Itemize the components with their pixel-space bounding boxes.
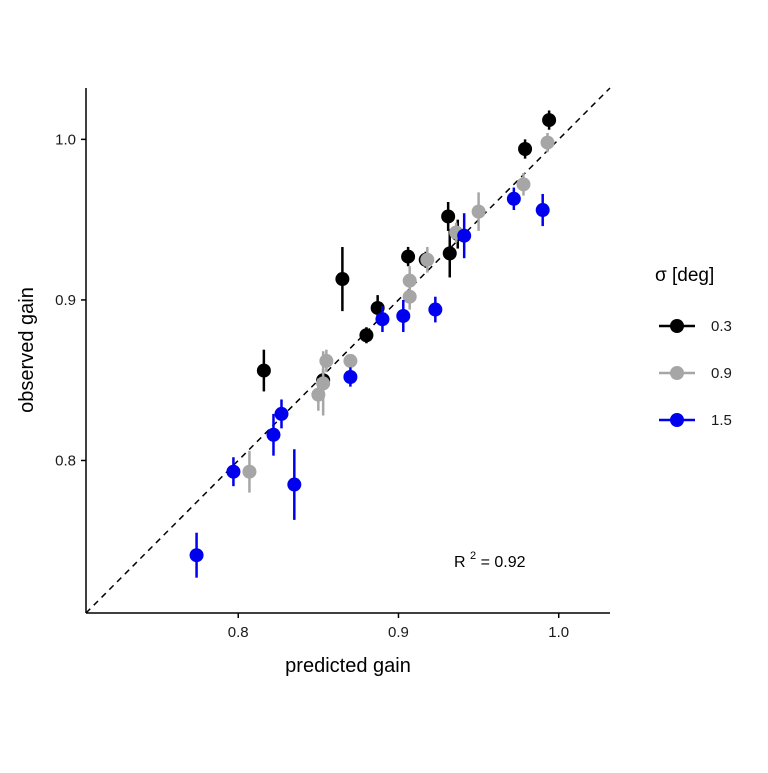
r-squared-annotation: R 2 = 0.92	[454, 546, 526, 571]
y-tick-label: 0.8	[55, 452, 76, 469]
x-tick-label: 1.0	[548, 624, 569, 641]
data-point	[402, 289, 417, 304]
legend: σ [deg] 0.3 0.9 1.5	[655, 265, 732, 429]
data-point	[256, 363, 271, 378]
ticks: 0.8 0.9 1.0 0.8 0.9 1.0	[55, 131, 569, 641]
x-tick-label: 0.9	[388, 624, 409, 641]
identity-reference-line	[85, 87, 611, 614]
data-point	[540, 135, 555, 150]
legend-key-point	[670, 319, 684, 333]
data-point	[335, 272, 350, 287]
data-point	[535, 203, 550, 218]
data-point	[396, 308, 411, 323]
data-point	[457, 228, 472, 243]
data-point	[401, 249, 416, 264]
data-point	[266, 427, 281, 442]
data-point	[375, 312, 390, 327]
data-point	[343, 369, 358, 384]
data-point	[402, 273, 417, 288]
data-point	[274, 406, 289, 421]
data-point	[420, 252, 435, 267]
legend-key-point	[670, 366, 684, 380]
data-point	[542, 113, 557, 128]
reference-line-layer	[85, 87, 611, 614]
x-tick-label: 0.8	[228, 624, 249, 641]
data-point	[319, 353, 334, 368]
y-tick-label: 0.9	[55, 292, 76, 309]
data-point	[428, 302, 443, 317]
y-tick-label: 1.0	[55, 131, 76, 148]
series-0.3	[256, 110, 557, 392]
data-point	[316, 376, 331, 391]
series-1.5	[189, 187, 550, 578]
legend-label: 1.5	[711, 412, 732, 429]
legend-key-point	[670, 413, 684, 427]
r-squared-value: = 0.92	[481, 554, 526, 571]
data-point	[242, 464, 257, 479]
data-point	[516, 177, 531, 192]
legend-label: 0.3	[711, 318, 732, 335]
data-point	[471, 204, 486, 219]
data-point	[518, 142, 533, 157]
data-point	[311, 387, 326, 402]
data-point	[370, 300, 385, 315]
series-0.9	[242, 132, 555, 493]
data-point	[287, 477, 302, 492]
x-axis-title: predicted gain	[285, 655, 411, 677]
legend-item-0.3: 0.3	[659, 318, 732, 335]
legend-title-symbol: σ	[655, 265, 667, 286]
r-squared-superscript: 2	[470, 550, 476, 562]
y-axis-title: observed gain	[16, 287, 38, 413]
data-point	[359, 328, 374, 343]
data-point	[343, 353, 358, 368]
legend-item-0.9: 0.9	[659, 365, 732, 382]
data-points	[189, 110, 557, 578]
legend-items: 0.3 0.9 1.5	[659, 318, 732, 429]
data-point	[189, 548, 204, 563]
legend-item-1.5: 1.5	[659, 412, 732, 429]
data-point	[506, 191, 521, 206]
legend-label: 0.9	[711, 365, 732, 382]
axes	[85, 88, 610, 614]
data-point	[226, 464, 241, 479]
legend-title: σ [deg]	[655, 265, 714, 286]
r-squared-base: R	[454, 554, 466, 571]
data-point	[441, 209, 456, 224]
data-point	[442, 246, 457, 261]
legend-title-unit: [deg]	[672, 265, 714, 286]
